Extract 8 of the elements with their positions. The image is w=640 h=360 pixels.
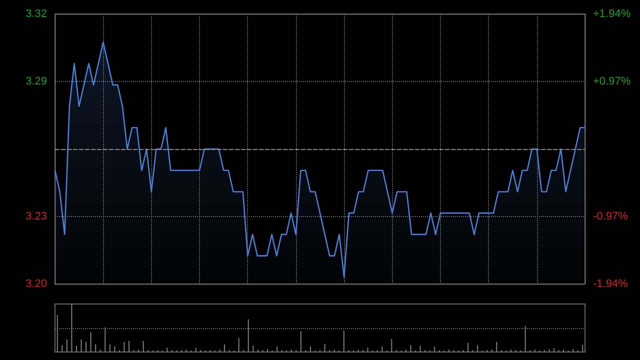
y-tick-label: 3.29 [26,76,47,88]
y-tick-label: 3.23 [26,210,47,222]
y-tick-label: 3.32 [26,8,47,20]
y2-tick-label: -1.94% [593,278,628,290]
y2-tick-label: -0.97% [593,210,628,222]
y2-tick-label: +0.97% [593,76,631,88]
y2-tick-label: +1.94% [593,8,631,20]
y-tick-label: 3.20 [26,278,47,290]
